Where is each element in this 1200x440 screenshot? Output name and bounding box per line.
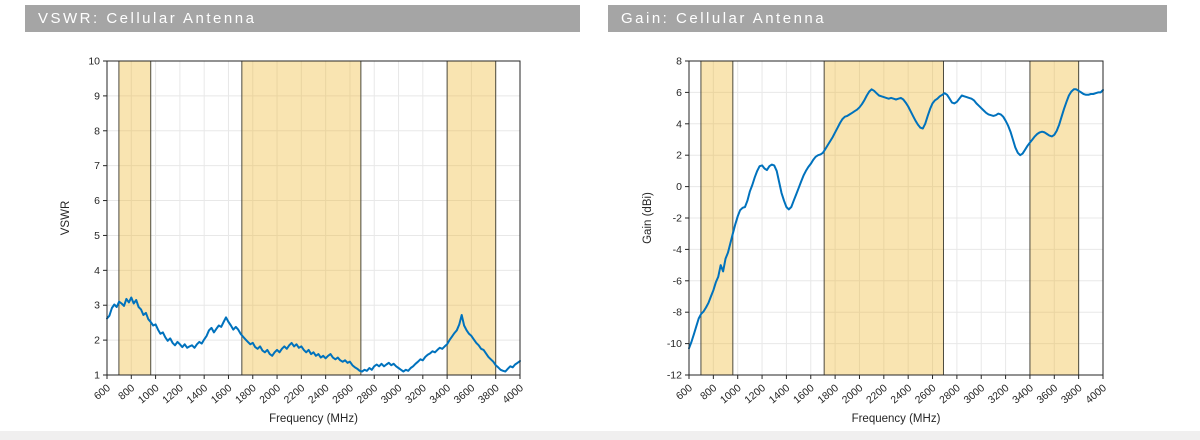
- gain-band: [823, 60, 944, 376]
- window-bottom-strip: [0, 431, 1200, 440]
- vswr-xlabel: Frequency (MHz): [269, 413, 358, 425]
- gain-title-bar: Gain: Cellular Antenna: [608, 5, 1167, 32]
- y-tick-label: 8: [94, 125, 100, 137]
- y-tick-label: 10: [88, 56, 100, 68]
- y-tick-label: 6: [94, 195, 100, 207]
- vswr-chart: 600 8001000120014001600180020002200240026…: [60, 56, 526, 426]
- y-tick-label: 7: [94, 160, 100, 172]
- y-tick-label: -8: [673, 307, 682, 319]
- gain-band: [700, 60, 734, 376]
- x-tick-label: 3000: [962, 382, 988, 406]
- vswr-ylabel: VSWR: [60, 201, 72, 236]
- x-tick-label: 2000: [840, 382, 866, 406]
- x-tick-label: 2800: [355, 382, 381, 406]
- x-tick-label: 3400: [427, 382, 453, 406]
- x-tick-label: 1000: [136, 382, 162, 406]
- y-tick-label: 6: [676, 87, 682, 99]
- y-tick-label: 8: [676, 56, 682, 68]
- y-tick-label: -10: [667, 338, 682, 350]
- x-tick-label: 3200: [403, 382, 429, 406]
- x-tick-label: 800: [698, 382, 719, 403]
- x-tick-label: 3600: [452, 382, 478, 406]
- y-tick-label: 3: [94, 300, 100, 312]
- gain-xlabel: Frequency (MHz): [852, 413, 941, 425]
- vswr-band: [118, 60, 152, 376]
- vswr-plot-frame: [106, 60, 521, 376]
- gain-title: Gain: Cellular Antenna: [621, 10, 827, 27]
- y-tick-label: 2: [676, 150, 682, 162]
- x-tick-label: 1200: [160, 382, 186, 406]
- x-tick-label: 1800: [233, 382, 259, 406]
- y-tick-label: 5: [94, 230, 100, 242]
- x-tick-label: 1600: [791, 382, 817, 406]
- x-tick-label: 800: [116, 382, 137, 403]
- vswr-curve: [106, 296, 521, 373]
- x-tick-label: 1400: [184, 382, 210, 406]
- y-tick-label: 9: [94, 90, 100, 102]
- x-tick-label: 2600: [330, 382, 356, 406]
- y-tick-label: -2: [673, 213, 682, 225]
- x-tick-label: 600: [674, 382, 695, 403]
- gain-chart: 600 8001000120014001600180020002200240026…: [642, 56, 1109, 426]
- x-tick-label: 2200: [864, 382, 890, 406]
- vswr-band: [241, 60, 362, 376]
- vswr-band: [446, 60, 497, 376]
- x-tick-label: 1400: [767, 382, 793, 406]
- x-tick-label: 3800: [476, 382, 502, 406]
- vswr-title: VSWR: Cellular Antenna: [38, 10, 257, 27]
- x-tick-label: 3200: [986, 382, 1012, 406]
- y-tick-label: 4: [94, 265, 100, 277]
- y-tick-label: -4: [673, 244, 682, 256]
- x-tick-label: 1200: [742, 382, 768, 406]
- x-tick-label: 3400: [1010, 382, 1036, 406]
- y-tick-label: -12: [667, 370, 682, 382]
- gain-curve: [688, 88, 1104, 350]
- x-tick-label: 1800: [815, 382, 841, 406]
- x-tick-label: 1600: [209, 382, 235, 406]
- x-tick-label: 2800: [937, 382, 963, 406]
- x-tick-label: 3600: [1035, 382, 1061, 406]
- x-tick-label: 4000: [1083, 382, 1109, 406]
- y-tick-label: 0: [676, 181, 682, 193]
- gain-band: [1029, 60, 1080, 376]
- x-tick-label: 3000: [379, 382, 405, 406]
- x-tick-label: 600: [92, 382, 113, 403]
- x-tick-label: 3800: [1059, 382, 1085, 406]
- x-tick-label: 4000: [500, 382, 526, 406]
- x-tick-label: 2400: [888, 382, 914, 406]
- y-tick-label: 2: [94, 335, 100, 347]
- gain-ylabel: Gain (dBi): [642, 192, 654, 244]
- y-tick-label: -6: [673, 275, 682, 287]
- y-tick-label: 4: [676, 118, 682, 130]
- x-tick-label: 2600: [913, 382, 939, 406]
- x-tick-label: 1000: [718, 382, 744, 406]
- x-tick-label: 2400: [306, 382, 332, 406]
- vswr-title-bar: VSWR: Cellular Antenna: [25, 5, 580, 32]
- x-tick-label: 2200: [282, 382, 308, 406]
- y-tick-label: 1: [94, 370, 100, 382]
- x-tick-label: 2000: [257, 382, 283, 406]
- vswr-grid: [106, 60, 521, 376]
